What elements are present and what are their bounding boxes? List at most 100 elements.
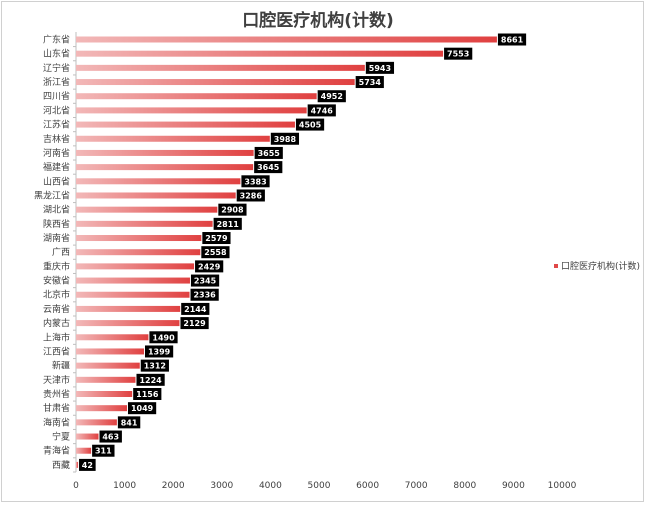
data-label-box [307,104,336,117]
data-label-box [201,246,230,259]
legend-swatch [554,264,558,268]
x-tick-label: 2000 [162,481,185,491]
data-label-box [365,61,395,74]
data-label-box [149,331,178,344]
category-label: 湖北省 [43,204,70,216]
data-label: 2336 [193,291,216,300]
data-label: 4505 [299,121,322,130]
category-label: 海南省 [43,416,70,428]
data-label: 42 [82,461,93,470]
data-label-box [190,288,219,301]
category-label: 甘肃省 [43,402,70,414]
bar [76,93,317,100]
category-label: 云南省 [43,303,70,315]
data-label: 2129 [183,319,206,328]
bar [76,405,127,412]
x-tick-label: 4000 [259,481,282,491]
data-label: 4952 [321,92,343,101]
data-label-box [497,33,527,46]
data-label: 1224 [139,376,162,385]
data-label-box [195,260,224,273]
bar [76,107,307,114]
data-label-box [144,345,174,358]
bar [76,305,181,312]
bar [76,64,365,71]
category-label: 湖南省 [43,232,70,244]
data-label-box [241,175,270,188]
category-label: 青海省 [43,445,70,457]
category-label: 陕西省 [43,218,70,230]
data-label: 8661 [501,36,524,45]
category-label: 贵州省 [43,388,70,400]
legend: 口腔医疗机构(计数) [554,260,640,272]
x-tick-label: 9000 [502,481,525,491]
bar [76,235,202,242]
bar [76,277,190,284]
category-label: 安徽省 [43,275,70,287]
bar [76,447,92,454]
bar [76,433,99,440]
bar [76,263,195,270]
data-label-box [190,274,220,287]
data-label-box [295,118,325,131]
category-label: 新疆 [52,360,70,372]
category-label: 西藏 [52,459,70,471]
bar [76,79,355,86]
bar [76,291,190,298]
bar [76,348,144,355]
bar [76,149,254,156]
data-label: 841 [121,418,138,427]
data-label-box [317,90,346,103]
x-tick-label: 5000 [308,481,331,491]
x-tick-label: 7000 [405,481,428,491]
data-label: 2811 [217,220,240,229]
category-label: 浙江省 [43,76,70,88]
x-tick-label: 3000 [210,481,233,491]
category-label: 河南省 [43,147,70,159]
data-label: 1490 [152,333,175,342]
data-label: 4746 [311,106,334,115]
bar [76,135,270,142]
data-label: 5943 [369,64,391,73]
bar [76,178,241,185]
data-label-box [181,302,210,315]
data-label: 3383 [244,177,266,186]
x-tick-label: 1000 [113,481,136,491]
x-tick-label: 10000 [548,481,577,491]
data-label: 311 [95,447,112,456]
data-label-box [270,132,300,145]
legend-label: 口腔医疗机构(计数) [561,260,640,272]
bar [76,362,140,369]
data-label-box [213,217,242,230]
x-tick-label: 6000 [356,481,379,491]
x-tick-label: 0 [73,481,79,491]
category-label: 宁夏 [52,431,70,443]
bar [76,391,133,397]
data-label: 2144 [184,305,207,314]
category-label: 河北省 [43,104,70,116]
plot-area: 广东省 8661 山东省 7553 辽宁省 5943 浙江省 5734 四川省 4952 河北省 47… [34,32,577,491]
data-label-box [236,189,265,202]
data-label-box [133,388,162,400]
data-label-box [127,402,157,415]
bar [76,376,136,383]
bar [76,419,117,426]
data-label: 1312 [144,362,166,371]
category-label: 广西 [52,246,70,258]
data-label: 2429 [198,262,221,271]
bar [76,206,218,213]
data-label-box [92,444,115,457]
data-label: 7553 [447,50,469,59]
category-label: 四川省 [43,90,70,102]
data-label-box [254,146,283,159]
category-label: 吉林省 [43,133,70,145]
data-label: 2908 [221,206,244,215]
data-label-box [218,203,247,216]
category-label: 内蒙古 [43,317,70,329]
category-label: 上海市 [43,331,70,343]
data-label: 3655 [258,149,281,158]
data-label: 3988 [274,135,297,144]
data-label: 463 [102,433,119,442]
bar [76,320,180,327]
category-label: 天津市 [43,374,70,386]
